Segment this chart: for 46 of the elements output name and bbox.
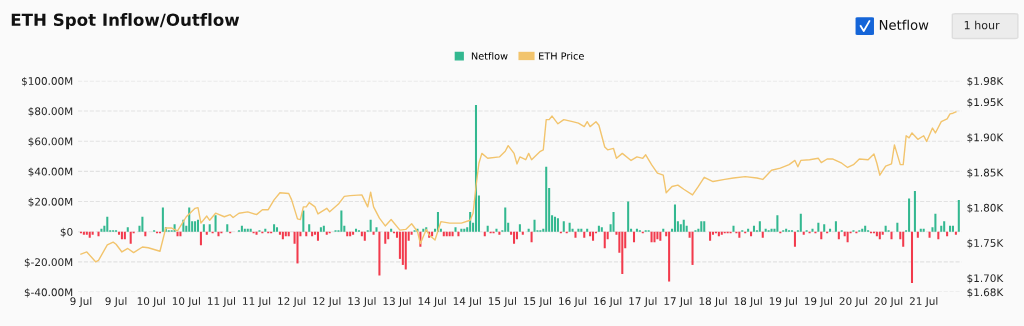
y-tick-label: $-40.00M — [24, 288, 73, 298]
x-tick-label: 11 Jul — [207, 296, 235, 307]
y2-tick-label: $1.98K — [967, 76, 1004, 87]
x-tick-label: 12 Jul — [313, 296, 341, 307]
y-tick-label: $40.00M — [28, 167, 73, 177]
legend-label: ETH Price — [539, 52, 584, 60]
x-tick-label: 13 Jul — [348, 296, 376, 307]
x-tick-label: 20 Jul — [874, 296, 903, 307]
x-tick-label: 15 Jul — [488, 296, 516, 307]
y2-tick-label: $1.90K — [967, 133, 1004, 143]
x-tick-label: 17 Jul — [629, 296, 657, 307]
x-tick-label: 15 Jul — [524, 296, 552, 307]
legend-label: Netflow — [471, 52, 508, 60]
x-tick-label: 16 Jul — [559, 296, 587, 307]
text: Netflow — [879, 19, 929, 30]
x-tick-label: 18 Jul — [734, 296, 762, 307]
y-tick-label: $80.00M — [28, 107, 73, 117]
x-tick-label: 19 Jul — [804, 296, 832, 307]
y-tick-label: $0 — [60, 227, 73, 238]
y-tick-label: $-20.00M — [24, 257, 73, 268]
x-tick-label: 9 Jul — [105, 296, 127, 307]
x-tick-label: 16 Jul — [594, 296, 622, 307]
x-tick-label: 17 Jul — [664, 296, 692, 307]
y-tick-label: $100.00M — [21, 76, 73, 87]
x-tick-label: 20 Jul — [839, 296, 868, 307]
x-tick-label: 11 Jul — [243, 296, 271, 307]
y2-tick-label: $1.68K — [967, 288, 1004, 298]
y2-tick-label: $1.75K — [967, 238, 1004, 249]
y2-tick-label: $1.85K — [967, 168, 1004, 178]
x-tick-label: 13 Jul — [383, 296, 411, 307]
x-tick-label: 14 Jul — [418, 296, 446, 307]
y-tick-label: $20.00M — [28, 197, 73, 208]
x-tick-label: 14 Jul — [453, 296, 481, 307]
x-tick-label: 12 Jul — [278, 296, 306, 307]
y-tick-label: $60.00M — [28, 137, 73, 147]
text: 1 hour — [964, 20, 1000, 30]
x-tick-label: 10 Jul — [137, 296, 165, 307]
y2-tick-label: $1.80K — [967, 203, 1004, 214]
x-tick-label: 19 Jul — [769, 296, 797, 307]
y2-tick-label: $1.95K — [967, 98, 1004, 108]
x-tick-label: 18 Jul — [699, 296, 727, 307]
chart-title: ETH Spot Inflow/Outflow — [11, 13, 240, 30]
x-tick-label: 9 Jul — [70, 296, 92, 307]
x-tick-label: 21 Jul — [909, 296, 938, 307]
y2-tick-label: $1.70K — [967, 274, 1004, 284]
x-tick-label: 10 Jul — [172, 296, 200, 307]
